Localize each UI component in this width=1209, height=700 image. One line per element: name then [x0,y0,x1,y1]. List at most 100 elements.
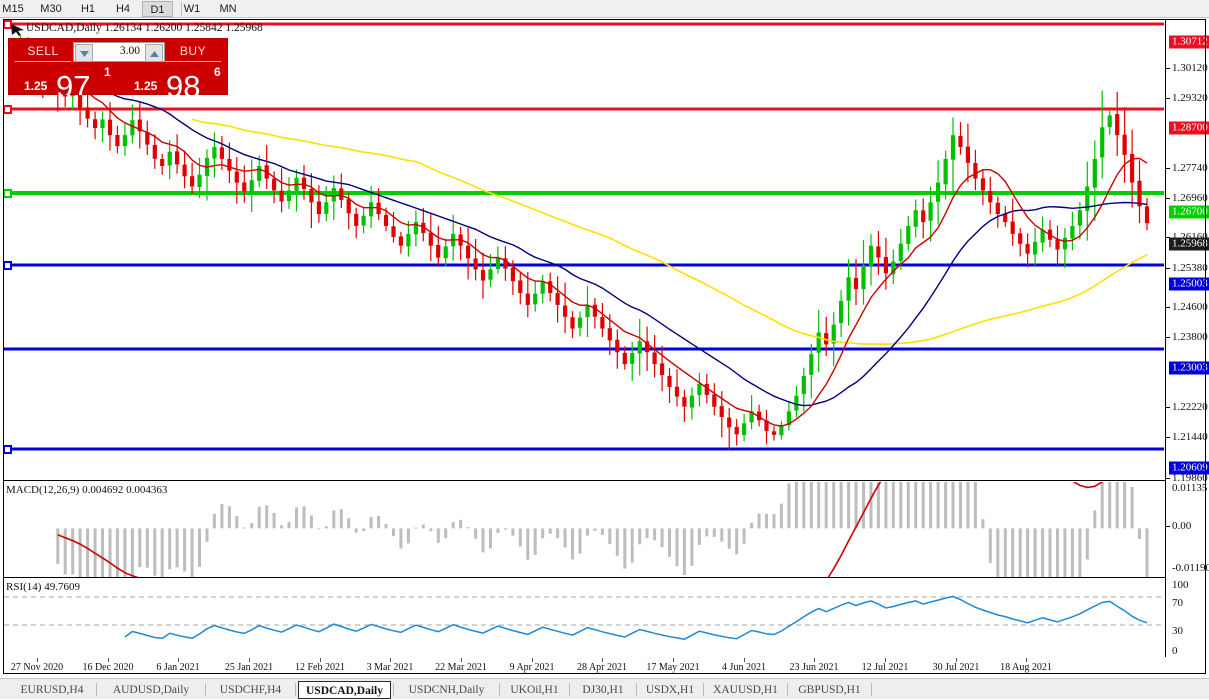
rsi-label: RSI(14) 49.7609 [6,581,80,593]
price-tick [1166,198,1170,199]
price-tick [1166,68,1170,69]
date-tick-label: 17 May 2021 [646,662,700,673]
price-level-label[interactable]: 1.28700 [1169,121,1209,135]
date-tick [673,658,674,662]
volume-increase-button[interactable] [145,44,163,62]
symbol-tab-usdx-h1[interactable]: USDX,H1 [645,684,695,696]
date-tick [461,658,462,662]
macd-histogram [56,482,1149,577]
price-tick-label: 1.27740 [1172,162,1208,174]
rsi-axis-label: 30 [1172,625,1183,637]
price-scale[interactable]: 1.301201.293201.277401.269601.261601.253… [1166,20,1209,657]
date-tick [1026,658,1027,662]
price-tick [1166,407,1170,408]
sell-price-big: 97 [56,69,91,95]
pane-gap-2 [4,578,1165,579]
price-level-label[interactable]: 1.26700 [1169,205,1209,219]
symbol-tab-usdcad-daily[interactable]: USDCAD,Daily [298,681,391,699]
date-axis: 27 Nov 2020 16 Dec 2020 6 Jan 2021 25 Jan 2… [4,658,1165,675]
symbol-tab-usdchf-h4[interactable]: USDCHF,H4 [219,684,282,696]
price-level-label[interactable]: 1.23003 [1169,361,1209,375]
chevron-down-icon [80,51,89,57]
price-level-label[interactable]: 1.25003 [1169,277,1209,291]
symbol-tab-dj30-h1[interactable]: DJ30,H1 [582,684,624,696]
symbol-tab-ukoil-h1[interactable]: UKOil,H1 [510,684,559,696]
tab-divider [295,683,296,696]
price-level-label[interactable]: 1.20609 [1169,461,1209,475]
date-tick-label: 4 Jun 2021 [722,662,766,673]
tab-divider [96,683,97,696]
tab-divider [871,683,872,696]
timeframe-w1[interactable]: W1 [183,3,201,15]
symbol-tab-eurusd-h4[interactable]: EURUSD,H4 [20,684,84,696]
date-tick-label: 3 Mar 2021 [366,662,414,673]
tab-divider [703,683,704,696]
timeframe-m15[interactable]: M15 [2,3,24,15]
price-tick-label: 1.30120 [1172,62,1208,74]
pane-gap-1 [4,481,1165,482]
buy-price-display[interactable]: 1.25 98 6 [120,65,226,95]
symbol-tab-gbpusd-h1[interactable]: GBPUSD,H1 [798,684,861,696]
pane-separator-2 [4,577,1165,578]
timeframe-h4[interactable]: H4 [115,3,131,15]
date-tick [108,658,109,662]
chart-window[interactable]: USDCAD,Daily 1.26134 1.26200 1.25842 1.2… [0,19,1209,676]
price-tick [1166,307,1170,308]
volume-input[interactable]: 3.00 [73,42,165,62]
tab-divider [787,683,788,696]
toolbar-divider [181,2,182,16]
date-tick-label: 6 Jan 2021 [156,662,200,673]
symbol-tab-usdcnh-daily[interactable]: USDCNH,Daily [408,684,485,696]
price-tick-label: 1.24600 [1172,301,1208,313]
price-level-label[interactable]: 1.25968 [1169,237,1209,251]
symbol-tab-xauusd-h1[interactable]: XAUUSD,H1 [713,684,778,696]
price-tick [1166,237,1170,238]
rsi-axis-label: 100 [1172,579,1189,591]
tab-divider [205,683,206,696]
timeframe-h1[interactable]: H1 [80,3,96,15]
rsi-pane[interactable] [4,579,1164,656]
one-click-trading-panel[interactable]: SELL 3.00 BUY 1.25 97 1 [8,38,228,95]
price-tick-label: 1.26960 [1172,192,1208,204]
macd-svg [56,482,1149,577]
rsi-axis-label: 0 [1172,645,1178,657]
tab-divider [636,683,637,696]
date-tick-label: 12 Feb 2021 [295,662,345,673]
date-tick [814,658,815,662]
sell-price-fraction: 1 [104,65,111,79]
date-tick-label: 23 Jun 2021 [789,662,839,673]
chevron-up-icon [150,51,159,57]
date-tick-label: 22 Mar 2021 [435,662,487,673]
sell-price-display[interactable]: 1.25 97 1 [10,65,118,95]
price-level-label[interactable]: 1.30712 [1169,35,1209,49]
date-tick [602,658,603,662]
macd-pane[interactable] [4,482,1164,577]
ma-mid-navy-line [87,82,1148,407]
price-tick [1166,168,1170,169]
rsi-line [124,595,1148,640]
date-tick-label: 16 Dec 2020 [82,662,134,673]
date-tick-label: 25 Jan 2021 [224,662,274,673]
volume-decrease-button[interactable] [75,44,93,62]
macd-label: MACD(12,26,9) 0.004692 0.004363 [6,484,168,496]
price-tick-label: 1.21440 [1172,431,1208,443]
timeframe-m30[interactable]: M30 [40,3,62,15]
date-tick-label: 12 Jul 2021 [861,662,909,673]
volume-value: 3.00 [119,45,140,57]
price-chart-pane[interactable] [4,20,1164,480]
sell-button[interactable]: SELL [15,42,71,62]
timeframe-mn[interactable]: MN [219,3,237,15]
ma-slow-yellow-line [191,118,1148,346]
chart-title: USDCAD,Daily 1.26134 1.26200 1.25842 1.2… [26,22,263,34]
sell-price-prefix: 1.25 [24,79,48,93]
price-tick-label: 1.25380 [1172,262,1208,274]
symbol-tab-audusd-daily[interactable]: AUDUSD,Daily [112,684,190,696]
date-tick-label: 9 Apr 2021 [509,662,555,673]
date-tick-label: 18 Aug 2021 [1000,662,1052,673]
timeframe-toolbar: M15 M30 H1 H4 D1 W1 MN [0,0,1209,18]
date-tick-label: 28 Apr 2021 [577,662,627,673]
tab-divider [393,683,394,696]
timeframe-d1[interactable]: D1 [142,1,173,17]
price-tick [1166,268,1170,269]
buy-button[interactable]: BUY [165,42,221,62]
